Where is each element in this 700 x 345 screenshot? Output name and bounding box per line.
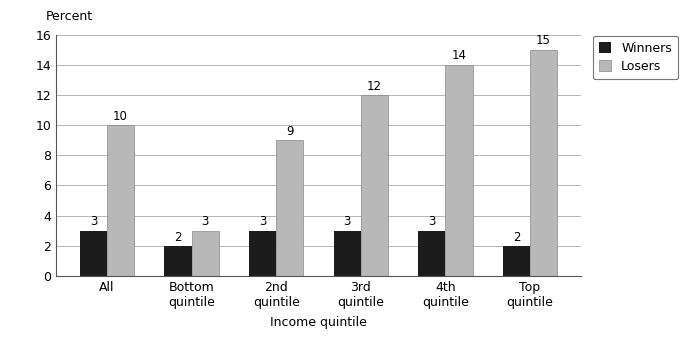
Text: Percent: Percent: [46, 10, 92, 23]
Bar: [360, 95, 388, 276]
Text: 15: 15: [536, 34, 551, 47]
Bar: [419, 231, 445, 276]
Text: 3: 3: [90, 216, 97, 228]
Text: 14: 14: [452, 49, 466, 62]
Text: 3: 3: [344, 216, 351, 228]
Text: 12: 12: [367, 80, 382, 92]
Text: 3: 3: [428, 216, 435, 228]
Bar: [107, 125, 134, 276]
Legend: Winners, Losers: Winners, Losers: [592, 36, 678, 79]
Bar: [192, 231, 218, 276]
Bar: [445, 65, 472, 276]
Bar: [80, 231, 107, 276]
Text: 2: 2: [174, 230, 182, 244]
Bar: [503, 246, 530, 276]
Bar: [276, 140, 303, 276]
Text: 10: 10: [113, 110, 128, 123]
X-axis label: Income quintile: Income quintile: [270, 316, 367, 329]
Text: 3: 3: [202, 216, 209, 228]
Bar: [530, 50, 557, 276]
Text: 3: 3: [259, 216, 266, 228]
Bar: [334, 231, 360, 276]
Text: 2: 2: [513, 230, 520, 244]
Bar: [249, 231, 276, 276]
Bar: [164, 246, 192, 276]
Text: 9: 9: [286, 125, 293, 138]
